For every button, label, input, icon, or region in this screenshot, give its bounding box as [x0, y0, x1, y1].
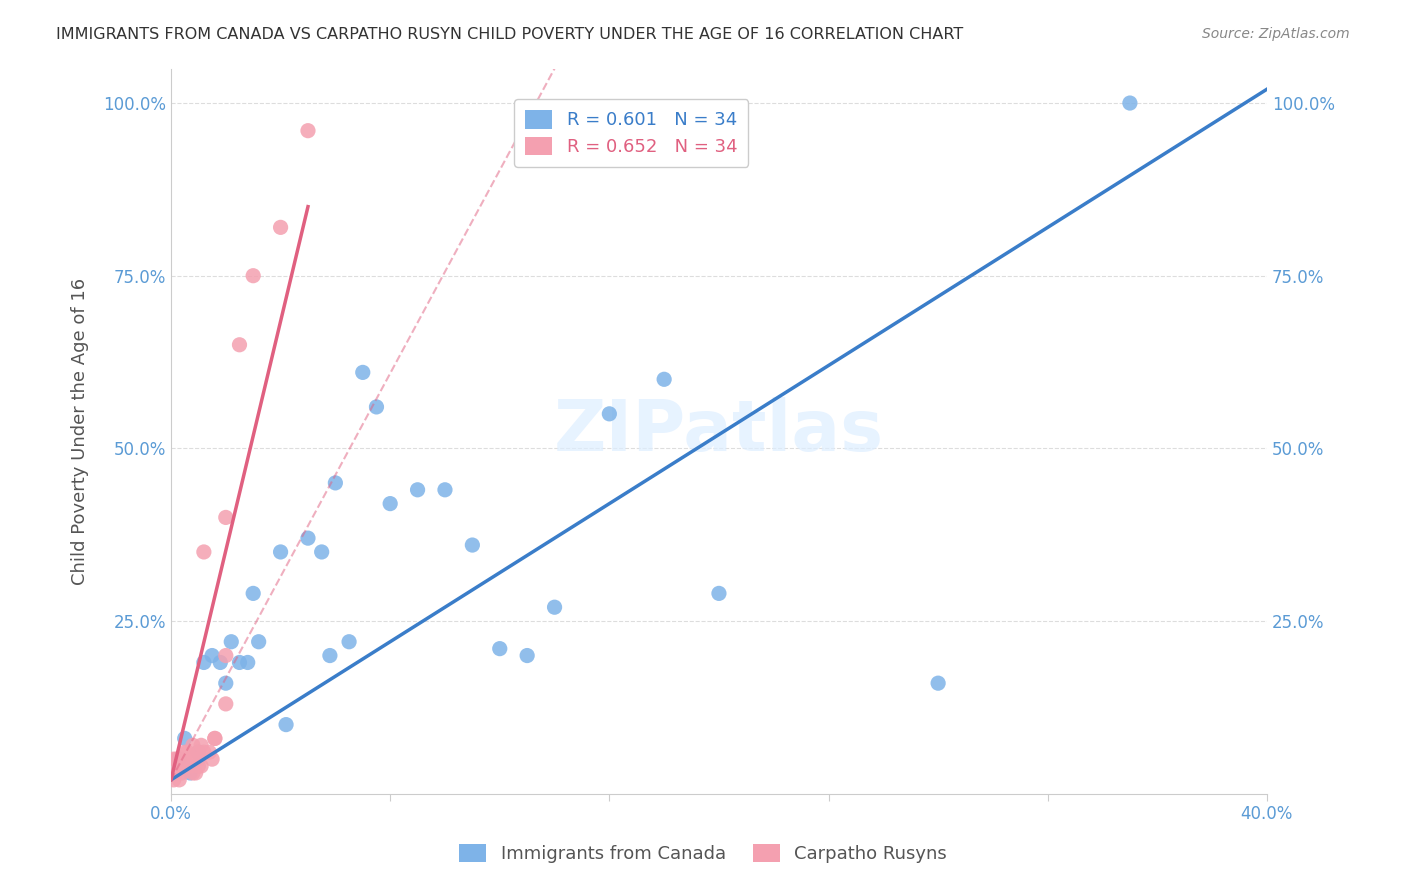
Legend: R = 0.601   N = 34, R = 0.652   N = 34: R = 0.601 N = 34, R = 0.652 N = 34 [515, 99, 748, 167]
Point [311, 545, 333, 559]
Point [173, 745, 195, 759]
Point [1119, 96, 1142, 111]
Point [193, 545, 215, 559]
Point [366, 400, 388, 414]
Point [170, 766, 193, 780]
Point [297, 123, 319, 137]
Point [319, 648, 342, 663]
Point [461, 538, 484, 552]
Point [270, 220, 292, 235]
Point [274, 717, 297, 731]
Point [193, 745, 215, 759]
Point [163, 772, 186, 787]
Point [927, 676, 949, 690]
Text: Source: ZipAtlas.com: Source: ZipAtlas.com [1202, 27, 1350, 41]
Point [297, 531, 319, 545]
Point [193, 656, 215, 670]
Point [198, 745, 221, 759]
Point [270, 545, 292, 559]
Point [179, 759, 201, 773]
Point [598, 407, 620, 421]
Legend: Immigrants from Canada, Carpatho Rusyns: Immigrants from Canada, Carpatho Rusyns [449, 833, 957, 874]
Point [247, 634, 270, 648]
Point [215, 510, 238, 524]
Point [516, 648, 538, 663]
Point [184, 766, 207, 780]
Point [181, 752, 204, 766]
Point [187, 745, 209, 759]
Point [707, 586, 730, 600]
Point [215, 648, 238, 663]
Point [219, 634, 242, 648]
Point [201, 648, 224, 663]
Point [187, 752, 209, 766]
Point [488, 641, 510, 656]
Point [406, 483, 429, 497]
Point [179, 766, 201, 780]
Point [337, 634, 360, 648]
Point [215, 676, 238, 690]
Point [167, 752, 190, 766]
Point [215, 697, 238, 711]
Point [228, 338, 250, 352]
Point [209, 656, 232, 670]
Point [187, 759, 209, 773]
Point [242, 268, 264, 283]
Point [352, 365, 374, 379]
Point [181, 739, 204, 753]
Point [173, 731, 195, 746]
Point [173, 752, 195, 766]
Point [204, 731, 226, 746]
Point [166, 766, 188, 780]
Point [652, 372, 675, 386]
Point [163, 752, 186, 766]
Point [236, 656, 259, 670]
Point [187, 745, 209, 759]
Point [190, 759, 212, 773]
Point [176, 759, 198, 773]
Point [167, 759, 190, 773]
Point [242, 586, 264, 600]
Point [201, 752, 224, 766]
Point [433, 483, 456, 497]
Point [380, 497, 402, 511]
Point [166, 752, 188, 766]
Point [228, 656, 250, 670]
Point [176, 745, 198, 759]
Text: ZIPatlas: ZIPatlas [554, 397, 884, 466]
Point [543, 600, 565, 615]
Text: IMMIGRANTS FROM CANADA VS CARPATHO RUSYN CHILD POVERTY UNDER THE AGE OF 16 CORRE: IMMIGRANTS FROM CANADA VS CARPATHO RUSYN… [56, 27, 963, 42]
Point [325, 475, 347, 490]
Y-axis label: Child Poverty Under the Age of 16: Child Poverty Under the Age of 16 [72, 277, 89, 584]
Point [190, 739, 212, 753]
Point [204, 731, 226, 746]
Point [181, 766, 204, 780]
Point [167, 772, 190, 787]
